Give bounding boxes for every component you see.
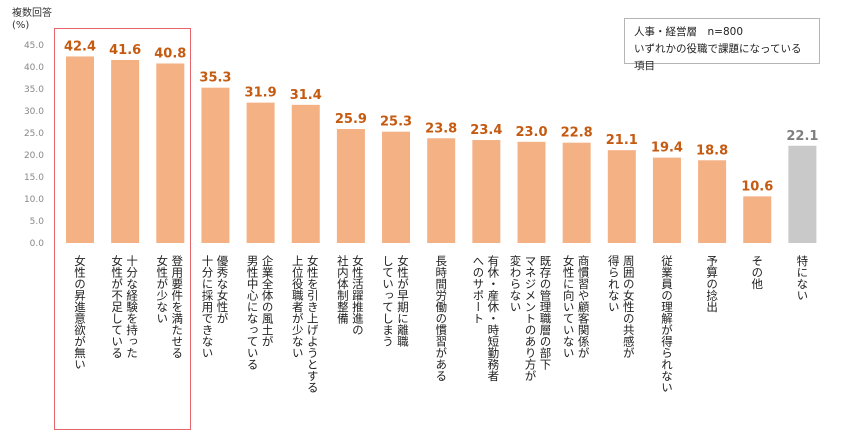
bar bbox=[743, 196, 772, 243]
category-label: 周囲の女性の共感が bbox=[622, 255, 636, 359]
legend-line-2: いずれかの役職で課題になっている項目 bbox=[634, 43, 802, 72]
category-label: 既存の管理職層の部下 bbox=[539, 255, 553, 371]
bar-value-label: 42.4 bbox=[64, 39, 96, 54]
category-label: マネジメントのあり方が bbox=[524, 255, 538, 382]
y-tick-label: 10.0 bbox=[24, 195, 44, 205]
bar-value-label: 10.6 bbox=[741, 179, 773, 194]
bar bbox=[201, 87, 230, 244]
bar bbox=[517, 141, 546, 243]
category-label: 特にない bbox=[795, 254, 809, 301]
y-tick-label: 45.0 bbox=[24, 41, 44, 51]
bar-value-label: 18.8 bbox=[696, 143, 728, 158]
y-tick-label: 15.0 bbox=[24, 173, 44, 183]
legend-box: 人事・経営層 n=800 いずれかの役職で課題になっている項目 bbox=[624, 18, 820, 72]
y-tick-label: 25.0 bbox=[24, 129, 44, 139]
bar bbox=[472, 140, 501, 243]
bar-value-label: 40.8 bbox=[154, 46, 186, 61]
category-label: 優秀な女性が bbox=[215, 255, 229, 324]
category-label: 女性を引き上げようとする bbox=[306, 254, 320, 393]
y-tick-label: 30.0 bbox=[24, 107, 44, 117]
category-label: 従業員の理解が得られない bbox=[660, 255, 674, 393]
category-label: 企業全体の風土が bbox=[261, 254, 275, 347]
category-label: 登用要件を満たせる bbox=[170, 254, 184, 358]
bar-value-label: 41.6 bbox=[109, 43, 141, 58]
bar-value-label: 25.9 bbox=[335, 112, 367, 127]
bar bbox=[652, 157, 681, 243]
category-label: 女性が不足している bbox=[110, 254, 124, 358]
category-label: 予算の捻出 bbox=[705, 255, 719, 313]
bar bbox=[607, 150, 636, 243]
category-label: 女性が少ない bbox=[155, 254, 169, 324]
bar-value-label: 21.1 bbox=[606, 133, 638, 148]
category-label: 十分な経験を持った bbox=[125, 254, 139, 358]
category-label: 男性中心になっている bbox=[246, 255, 260, 370]
category-label: 女性が早期に離職 bbox=[396, 254, 410, 347]
bar bbox=[698, 160, 727, 243]
bar bbox=[382, 131, 411, 243]
bar bbox=[788, 145, 817, 243]
y-tick-label: 5.0 bbox=[30, 217, 45, 227]
category-label: 有休・産休・時短勤務者 bbox=[486, 254, 500, 382]
category-label: 上位役職者が少ない bbox=[291, 255, 305, 359]
bar bbox=[562, 142, 591, 243]
bar-value-label: 23.8 bbox=[425, 121, 457, 136]
bar-value-label: 19.4 bbox=[651, 141, 683, 156]
bar bbox=[66, 56, 94, 243]
bar bbox=[246, 102, 275, 243]
legend-line-1: 人事・経営層 n=800 bbox=[634, 26, 743, 38]
category-label: 得られない bbox=[607, 255, 621, 313]
y-tick-label: 20.0 bbox=[24, 151, 44, 161]
highlight-frame bbox=[54, 28, 191, 430]
bar bbox=[336, 129, 365, 243]
unit-line-1: 複数回答 bbox=[12, 8, 52, 19]
unit-line-2: (%) bbox=[12, 20, 30, 31]
category-label: 変わらない bbox=[509, 254, 523, 312]
y-tick-label: 0.0 bbox=[30, 239, 45, 249]
bar-value-label: 31.4 bbox=[290, 88, 322, 103]
bar bbox=[427, 138, 456, 243]
category-label: 長時間労働の慣習がある bbox=[434, 255, 448, 382]
category-label: 女性に向いていない bbox=[562, 254, 576, 358]
category-label: その他 bbox=[750, 255, 764, 290]
y-tick-label: 35.0 bbox=[24, 85, 44, 95]
category-label: 女性の昇進意欲が無い bbox=[73, 254, 87, 370]
category-label: へのサポート bbox=[471, 255, 485, 324]
bar bbox=[156, 63, 185, 244]
bar-value-label: 31.9 bbox=[245, 86, 277, 101]
bar bbox=[111, 59, 140, 244]
category-label: 女性活躍推進の bbox=[351, 254, 365, 335]
bar-value-label: 25.3 bbox=[380, 115, 412, 130]
y-axis-unit-label: 複数回答 (%) bbox=[12, 8, 52, 32]
bar-value-label: 22.8 bbox=[561, 126, 593, 141]
bar-value-label: 35.3 bbox=[199, 71, 231, 86]
category-label: していってしまう bbox=[381, 255, 395, 347]
bar-value-label: 23.4 bbox=[470, 123, 502, 138]
bar-value-label: 22.1 bbox=[786, 129, 818, 144]
y-tick-label: 40.0 bbox=[24, 63, 44, 73]
bar-value-label: 23.0 bbox=[515, 125, 547, 140]
bar bbox=[291, 104, 320, 243]
category-label: 十分に採用できない bbox=[200, 254, 214, 358]
category-label: 商慣習や顧客関係が bbox=[577, 254, 591, 358]
category-label: 社内体制整備 bbox=[336, 254, 350, 325]
